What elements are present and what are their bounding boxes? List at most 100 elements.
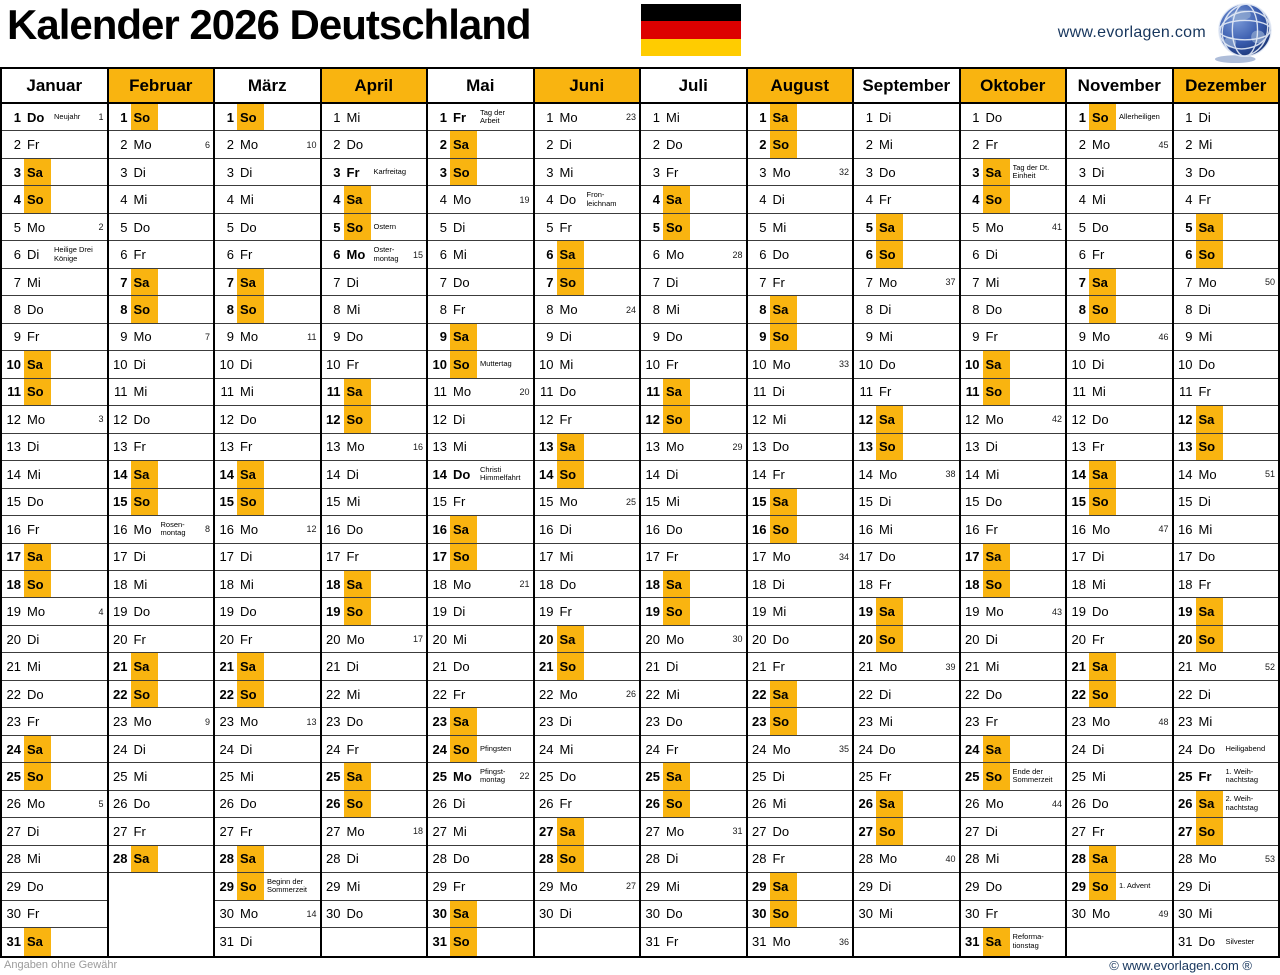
weekday-label: Mi [27, 659, 41, 675]
day-row: 6 So [1173, 241, 1278, 269]
day-number: 29 [858, 878, 873, 894]
weekday-label: Mi [453, 439, 467, 455]
weekday-label: Sa [450, 516, 477, 543]
day-row: 29 Di [854, 873, 959, 901]
weekday-label: Do [27, 686, 44, 702]
weekday-label: So [1089, 680, 1116, 708]
weekday-label: So [876, 818, 903, 845]
day-row: 23 Do [641, 708, 746, 736]
holiday-label: Oster- montag [373, 245, 399, 263]
weekday-label: Di [453, 796, 466, 812]
weekday-label: Fr [1198, 768, 1212, 784]
day-number: 6 [13, 247, 21, 263]
day-row: 30 Sa [428, 900, 533, 929]
day-row: 18 Do [534, 571, 639, 599]
weekday-label: Mo [240, 906, 259, 922]
day-row: 5 Mo 41 [960, 214, 1065, 242]
day-number: 12 [1178, 411, 1193, 427]
weekday-label: Sa [343, 763, 371, 790]
day-row: 19 Mo 43 [960, 598, 1065, 626]
weekday-label: Fr [559, 411, 572, 427]
day-row: 3 Di [108, 159, 213, 187]
day-number: 3 [13, 164, 21, 180]
month-column-oktober: Oktober 1 Do 2 Fr 3 Sa Tag der Dt. Einheit 4 So 5 M… [958, 69, 1065, 956]
day-number: 5 [1078, 219, 1086, 235]
globe-icon [1214, 3, 1272, 64]
day-number: 18 [539, 576, 554, 592]
weekday-label: Sa [876, 213, 903, 241]
week-number: 37 [945, 277, 956, 288]
weekday-label: Mi [879, 521, 893, 537]
day-number: 15 [1178, 494, 1193, 510]
day-number: 4 [759, 192, 767, 208]
day-number: 12 [539, 411, 554, 427]
day-number: 25 [539, 768, 554, 784]
day-number: 31 [645, 934, 660, 950]
weekday-label: Do [559, 192, 577, 208]
weekday-label: Fr [1092, 439, 1105, 455]
day-number: 22 [219, 686, 234, 702]
day-number: 21 [6, 659, 21, 675]
weekday-label: Fr [772, 274, 785, 290]
day-row: 19 Mo 4 [2, 598, 107, 626]
day-number: 25 [645, 768, 660, 784]
day-row: 8 Fr [428, 296, 533, 324]
day-number: 24 [752, 741, 767, 757]
weekday-label: Do [1198, 934, 1216, 950]
day-row: 13 Mo 16 [321, 434, 426, 462]
weekday-label: Sa [982, 351, 1010, 378]
day-row: 30 Fr [2, 901, 107, 929]
day-row: 10 Mi [534, 351, 639, 379]
weekday-label: Mi [985, 466, 1000, 482]
weekday-label: Mo [27, 411, 46, 427]
day-number: 9 [652, 329, 660, 345]
weekday-label: Mo [1092, 714, 1111, 730]
weekday-label: Di [346, 466, 359, 482]
weekday-label: Mo [879, 466, 898, 482]
day-number: 11 [433, 384, 448, 400]
day-number: 8 [13, 302, 21, 318]
day-row: 24 Sa [960, 735, 1065, 764]
weekday-label: Do [27, 109, 45, 125]
weekday-label: Mo [346, 247, 366, 263]
day-row: 8 Mo 24 [534, 296, 639, 324]
day-row: 30 So [747, 900, 852, 929]
day-number: 25 [432, 768, 447, 784]
day-row: 27 Do [747, 818, 852, 846]
day-row: 2 Do [321, 131, 426, 159]
copyright-link[interactable]: © www.evorlagen.com ® [1109, 958, 1252, 973]
day-row: 12 Mo 3 [2, 406, 107, 434]
weekday-label: Fr [240, 439, 253, 455]
day-number: 21 [539, 659, 554, 675]
day-row: 8 Di [1173, 296, 1278, 324]
day-number: 15 [6, 494, 21, 510]
day-number: 20 [6, 631, 21, 647]
day-number: 7 [120, 274, 128, 290]
day-row: 16 Sa [428, 516, 533, 544]
website-link[interactable]: www.evorlagen.com [1057, 24, 1206, 41]
month-column-august: August 1 Sa 2 So 3 Mo 32 4 Di 5 Mi 6 Do 7 Fr 8 Sa 9 So 10 Mo 3… [745, 69, 852, 956]
month-header: September [854, 69, 959, 104]
weekday-label: Mi [240, 768, 254, 784]
weekday-label: Do [240, 796, 257, 812]
day-number: 19 [432, 604, 447, 620]
weekday-label: Di [985, 439, 998, 455]
weekday-label: Sa [1089, 845, 1116, 873]
day-row: 1 Do Neujahr 1 [2, 104, 107, 132]
weekday-label: Di [240, 356, 253, 372]
day-number: 21 [113, 659, 128, 675]
weekday-label: Mi [1198, 521, 1213, 537]
day-number: 12 [858, 411, 873, 427]
day-number: 18 [965, 576, 980, 592]
day-number: 5 [759, 219, 767, 235]
weekday-label: So [876, 241, 903, 268]
day-row: 7 Di [641, 269, 746, 297]
day-number: 11 [7, 384, 21, 400]
holiday-label: Fron- leichnam [586, 190, 617, 208]
day-row: 8 So [215, 296, 320, 324]
day-number: 30 [219, 906, 234, 922]
day-row: 12 Sa [854, 406, 959, 434]
day-number: 12 [432, 411, 447, 427]
weekday-label: Do [772, 439, 790, 455]
day-row: 12 So [641, 406, 746, 434]
